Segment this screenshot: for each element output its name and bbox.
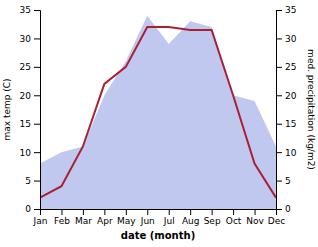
tick: 10 bbox=[20, 148, 40, 158]
tick-mark bbox=[83, 209, 84, 215]
tick-mark bbox=[190, 209, 191, 215]
tick: 25 bbox=[20, 62, 40, 72]
x-axis: Jan Feb Mar Apr May Jun Jul Aug Sep Oct Nov Dec bbox=[33, 209, 286, 226]
tick-mark bbox=[34, 38, 40, 39]
tick: 0 bbox=[276, 204, 291, 214]
tick: Nov bbox=[246, 209, 264, 226]
line bbox=[40, 27, 276, 198]
tick-mark bbox=[34, 95, 40, 96]
axis-line bbox=[41, 210, 277, 216]
tick: 20 bbox=[276, 91, 297, 101]
tick-label: 10 bbox=[20, 148, 32, 158]
tick-label: 30 bbox=[285, 34, 297, 44]
tick: Jan bbox=[33, 209, 48, 226]
axis-line bbox=[34, 11, 41, 210]
tick-label: Sep bbox=[204, 216, 221, 226]
tick-label: Oct bbox=[226, 216, 242, 226]
tick-mark bbox=[276, 124, 282, 125]
tick-label: Aug bbox=[182, 216, 200, 226]
tick-mark bbox=[34, 181, 40, 182]
tick-label: Mar bbox=[75, 216, 92, 226]
y2-axis: 0 5 10 15 20 25 30 35 bbox=[276, 5, 297, 214]
tick: 10 bbox=[276, 148, 297, 158]
tick: 20 bbox=[20, 91, 40, 101]
tick-label: 20 bbox=[20, 91, 32, 101]
tick-label: 20 bbox=[285, 91, 297, 101]
tick-label: May bbox=[117, 216, 136, 226]
tick-mark bbox=[34, 152, 40, 153]
tick: May bbox=[117, 209, 136, 226]
tick: Feb bbox=[54, 209, 70, 226]
tick-mark bbox=[233, 209, 234, 215]
tick-mark bbox=[61, 209, 62, 215]
y-axis: 0 5 10 15 20 25 30 35 bbox=[20, 5, 41, 214]
tick-label: Dec bbox=[268, 216, 285, 226]
tick-mark bbox=[276, 209, 282, 210]
tick: 0 bbox=[25, 204, 40, 214]
y2-axis-title: med. precipitation (kg/m2) bbox=[306, 49, 316, 170]
tick-label: 15 bbox=[285, 119, 296, 129]
tick-mark bbox=[276, 181, 282, 182]
tick-label: 30 bbox=[20, 34, 32, 44]
tick: 15 bbox=[20, 119, 40, 129]
tick-mark bbox=[169, 209, 170, 215]
tick-label: 25 bbox=[20, 62, 31, 72]
tick-label: 25 bbox=[285, 62, 296, 72]
tick-mark bbox=[126, 209, 127, 215]
tick-label: Jun bbox=[140, 216, 155, 226]
tick-mark bbox=[276, 10, 282, 11]
tick-mark bbox=[276, 38, 282, 39]
tick: Sep bbox=[204, 209, 221, 226]
tick-mark bbox=[34, 67, 40, 68]
tick-mark bbox=[104, 209, 105, 215]
tick-label: 15 bbox=[20, 119, 31, 129]
tick-label: 5 bbox=[285, 176, 291, 186]
tick-label: 5 bbox=[25, 176, 31, 186]
chart: JanFebMarAprMayJunJulAugSepOctNovDec0510… bbox=[0, 0, 318, 247]
tick: 25 bbox=[276, 62, 296, 72]
tick-label: 35 bbox=[285, 5, 296, 15]
tick-label: 35 bbox=[20, 5, 31, 15]
axis-line bbox=[277, 11, 283, 210]
tick-mark bbox=[34, 10, 40, 11]
tick-mark bbox=[255, 209, 256, 215]
y-axis-title: max temp (C) bbox=[2, 78, 12, 140]
area bbox=[40, 16, 276, 209]
tick-mark bbox=[276, 95, 282, 96]
tick-mark bbox=[276, 152, 282, 153]
tick-label: 10 bbox=[285, 148, 297, 158]
tick-mark bbox=[212, 209, 213, 215]
tick: 35 bbox=[20, 5, 40, 15]
tick-mark bbox=[276, 67, 282, 68]
tick: Oct bbox=[226, 209, 242, 226]
tick-label: Apr bbox=[97, 216, 113, 226]
tick: Dec bbox=[268, 209, 285, 226]
plot: JanFebMarAprMayJunJulAugSepOctNovDec0510… bbox=[20, 5, 297, 241]
tick: 15 bbox=[276, 119, 296, 129]
tick-label: Jan bbox=[33, 216, 48, 226]
tick-mark bbox=[34, 124, 40, 125]
tick: 5 bbox=[25, 176, 40, 186]
marks bbox=[40, 16, 276, 209]
tick-label: 0 bbox=[25, 204, 31, 214]
tick: Jun bbox=[140, 209, 155, 226]
tick-mark bbox=[34, 209, 40, 210]
tick: 35 bbox=[276, 5, 296, 15]
tick-label: 0 bbox=[285, 204, 291, 214]
x-axis-title: date (month) bbox=[121, 230, 195, 241]
tick: Jul bbox=[163, 209, 175, 226]
tick-label: Feb bbox=[54, 216, 70, 226]
tick: 30 bbox=[20, 34, 40, 44]
tick: Mar bbox=[75, 209, 92, 226]
tick: Aug bbox=[182, 209, 200, 226]
tick: 5 bbox=[276, 176, 291, 186]
tick: Apr bbox=[97, 209, 113, 226]
tick-label: Nov bbox=[246, 216, 264, 226]
tick: 30 bbox=[276, 34, 297, 44]
tick-mark bbox=[147, 209, 148, 215]
tick-label: Jul bbox=[163, 216, 175, 226]
